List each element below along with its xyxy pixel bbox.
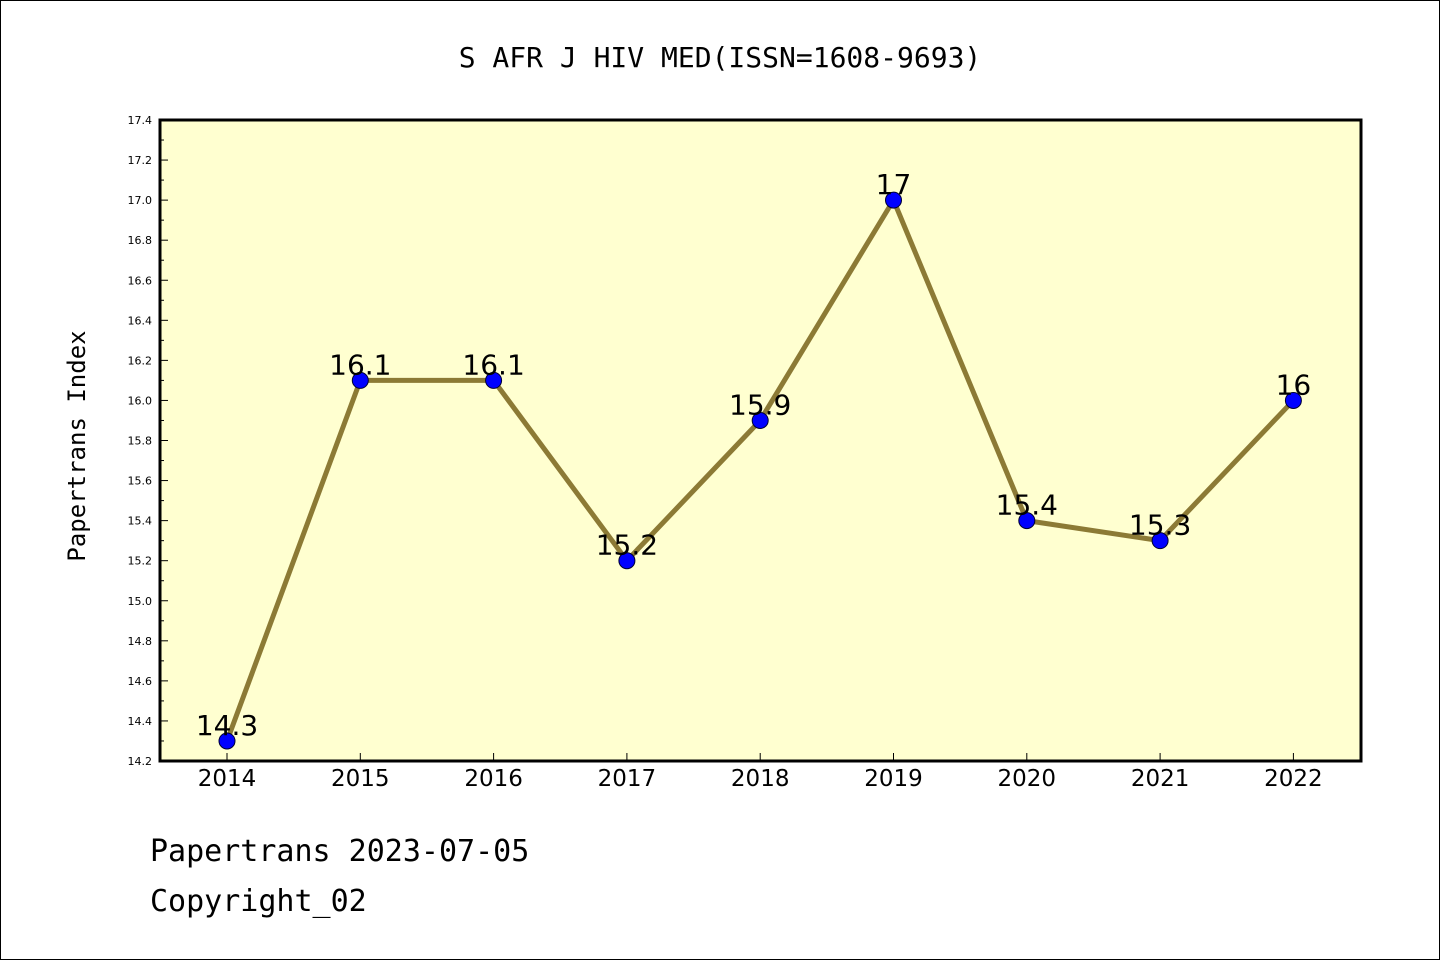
- data-label: 15.2: [596, 529, 658, 562]
- x-tick-label: 2021: [1131, 766, 1190, 792]
- y-tick-label: 17.4: [128, 114, 153, 127]
- y-tick-label: 17.0: [128, 194, 153, 207]
- data-point: [218, 732, 236, 750]
- data-point: [351, 371, 369, 389]
- chart-title: S AFR J HIV MED(ISSN=1608-9693): [459, 41, 982, 74]
- y-tick-label: 15.2: [128, 555, 153, 568]
- data-label: 16: [1276, 368, 1312, 401]
- data-point: [1018, 512, 1036, 530]
- x-tick-label: 2016: [464, 766, 523, 792]
- y-tick-label: 14.8: [128, 635, 153, 648]
- data-label: 14.3: [196, 709, 258, 742]
- y-tick-label: 14.4: [128, 715, 153, 728]
- y-tick-label: 14.6: [128, 675, 153, 688]
- y-tick-label: 15.4: [128, 515, 153, 528]
- y-tick-label: 16.2: [128, 354, 153, 367]
- y-axis-label: Papertrans Index: [63, 330, 91, 561]
- data-point: [751, 411, 769, 429]
- x-axis: 2014 2015 2016 2017 2018 2019 2020 2021 2022: [198, 753, 1323, 792]
- data-point: [885, 191, 902, 209]
- data-point: [485, 371, 503, 389]
- data-label: 15.3: [1129, 509, 1191, 542]
- y-tick-label: 16.4: [128, 314, 153, 327]
- y-tick-label: 15.6: [128, 475, 153, 488]
- data-label: 16.1: [462, 348, 524, 381]
- data-label: 17: [876, 168, 912, 201]
- x-tick-label: 2014: [198, 766, 257, 792]
- footer-date-line: Papertrans 2023-07-05: [150, 834, 530, 869]
- y-tick-label: 16.8: [128, 234, 153, 247]
- plot-area: [158, 118, 1363, 763]
- x-tick-label: 2020: [998, 766, 1057, 792]
- y-tick-label: 15.0: [128, 595, 153, 608]
- x-tick-label: 2015: [331, 766, 390, 792]
- data-label: 15.4: [996, 489, 1058, 522]
- y-tick-label: 14.2: [128, 755, 153, 768]
- x-tick-label: 2018: [731, 766, 790, 792]
- data-point: [618, 552, 636, 570]
- y-tick-label: 17.2: [128, 154, 153, 167]
- data-point: [1284, 391, 1302, 409]
- y-tick-label: 15.8: [128, 435, 153, 448]
- x-tick-label: 2022: [1264, 766, 1323, 792]
- x-tick-label: 2019: [864, 766, 923, 792]
- y-axis: 14.2 14.4 14.6 14.8 15.0 15.2 15.4 15.6 15.8 16.0…: [128, 114, 168, 768]
- x-tick-label: 2017: [598, 766, 657, 792]
- footer-copyright: Copyright_02: [150, 884, 367, 919]
- data-label: 15.9: [729, 388, 791, 421]
- series-line-group: 14.3 16.1 16.1 15.2 15.9 17 15.4 15.3 16: [196, 168, 1312, 750]
- y-tick-label: 16.6: [128, 274, 153, 287]
- data-label: 16.1: [329, 348, 391, 381]
- data-point: [1151, 532, 1169, 550]
- y-tick-label: 16.0: [128, 394, 153, 407]
